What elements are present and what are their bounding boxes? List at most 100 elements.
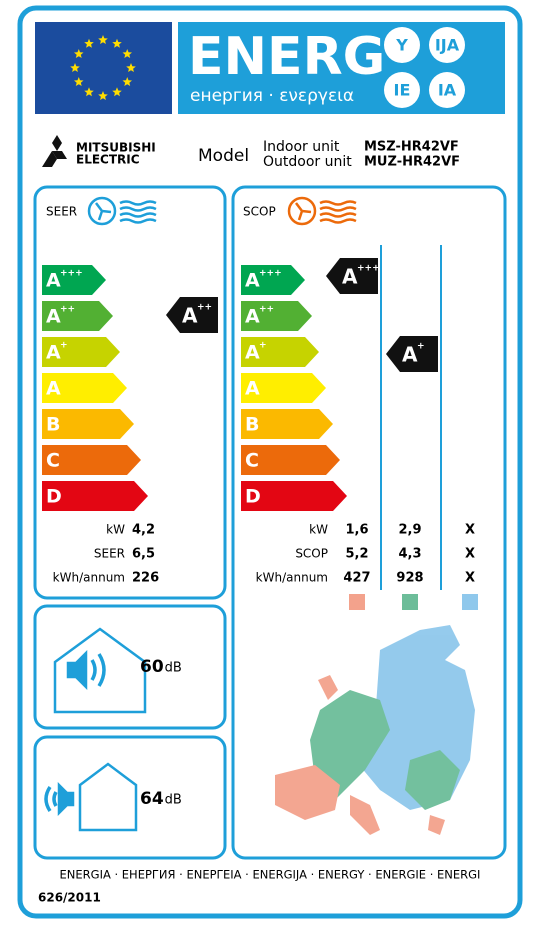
noise-value: 60 <box>140 657 164 677</box>
rating-letter: A <box>342 265 358 289</box>
lang-badge-text: IJA <box>435 36 460 55</box>
row-value: 928 <box>396 571 423 586</box>
star <box>98 91 108 100</box>
heating-label: SCOP <box>243 205 276 219</box>
class-sup: +++ <box>60 269 83 279</box>
lang-badge <box>429 27 465 63</box>
row-label: kWh/annum <box>53 571 125 585</box>
class-letter: B <box>245 414 259 436</box>
star <box>122 77 132 86</box>
cooling-fan-icon <box>87 196 157 226</box>
zone-swatch <box>349 594 365 610</box>
class-letter: A <box>245 306 260 328</box>
row-value: 1,6 <box>345 523 368 538</box>
class-letter: A <box>245 270 260 292</box>
rating-letter: A <box>402 343 418 367</box>
row-label: kW <box>106 523 125 537</box>
row-value: 427 <box>343 571 370 586</box>
row-value: 2,9 <box>398 523 421 538</box>
indoor-label: Indoor unit <box>263 139 340 155</box>
noise-value: 64 <box>140 789 164 809</box>
star <box>84 38 94 48</box>
lang-badge <box>384 72 420 108</box>
eu-flag <box>35 22 172 114</box>
noise-unit: dB <box>165 661 182 676</box>
row-value: 6,5 <box>132 547 155 562</box>
class-arrow <box>42 409 134 439</box>
indoor-model: MSZ-HR42VF <box>364 140 459 155</box>
noise-unit: dB <box>165 793 182 808</box>
class-arrow <box>241 481 347 511</box>
star <box>74 49 84 58</box>
star <box>70 63 80 72</box>
indoor-noise-panel <box>33 604 227 730</box>
lang-badge-text: Y <box>395 36 408 55</box>
class-letter: C <box>46 450 60 472</box>
class-arrow <box>241 265 305 295</box>
row-label: SEER <box>94 547 125 561</box>
star <box>112 38 122 48</box>
row-label: kW <box>309 523 328 537</box>
row-value: 4,3 <box>398 547 421 562</box>
class-arrow <box>241 337 319 367</box>
row-value: X <box>465 571 475 586</box>
row-value: 5,2 <box>345 547 368 562</box>
class-arrow <box>241 373 326 403</box>
star <box>126 63 136 72</box>
star <box>122 49 132 58</box>
class-arrow <box>42 481 148 511</box>
star <box>112 87 122 97</box>
row-value: 226 <box>132 571 159 586</box>
cooling-label: SEER <box>46 205 77 219</box>
class-arrow <box>42 265 106 295</box>
star <box>74 77 84 86</box>
energy-subtitle: енергия · ενεργεια <box>190 86 354 106</box>
model-label: Model <box>198 146 249 166</box>
class-letter: B <box>46 414 60 436</box>
class-arrow <box>42 373 127 403</box>
class-arrow <box>42 337 120 367</box>
class-arrow <box>42 301 113 331</box>
heating-fan-icon <box>287 196 357 226</box>
brand-line: MITSUBISHI <box>76 141 156 155</box>
regulation: 626/2011 <box>38 891 101 905</box>
class-letter: D <box>46 486 62 508</box>
mitsubishi-logo <box>42 135 67 167</box>
class-letter: D <box>245 486 261 508</box>
indoor-noise-icon <box>53 627 147 714</box>
class-arrow <box>241 301 312 331</box>
star <box>84 87 94 97</box>
class-letter: A <box>46 270 61 292</box>
rating-arrow <box>386 336 438 372</box>
lang-badge-text: IE <box>394 81 411 100</box>
row-value: X <box>465 523 475 538</box>
outdoor-noise-panel <box>33 735 227 860</box>
lang-badge <box>429 72 465 108</box>
class-letter: A <box>46 378 61 400</box>
rating-letter: A <box>182 304 198 328</box>
class-sup: +++ <box>259 269 282 279</box>
outdoor-model: MUZ-HR42VF <box>364 155 460 170</box>
class-sup: + <box>60 341 68 351</box>
row-value: 4,2 <box>132 523 155 538</box>
eu-stars <box>70 35 136 100</box>
outdoor-label: Outdoor unit <box>263 154 352 170</box>
class-sup: + <box>259 341 267 351</box>
brand-line: ELECTRIC <box>76 153 140 167</box>
class-letter: A <box>46 306 61 328</box>
lang-badge-text: IA <box>438 81 457 100</box>
class-arrow <box>241 409 333 439</box>
europe-map <box>275 625 475 835</box>
class-sup: ++ <box>259 305 274 315</box>
class-letter: A <box>46 342 61 364</box>
class-arrow <box>42 445 141 475</box>
row-value: X <box>465 547 475 562</box>
lang-badge <box>384 27 420 63</box>
rating-sup: ++ <box>197 303 212 313</box>
class-letter: C <box>245 450 259 472</box>
zone-swatch <box>462 594 478 610</box>
footer-languages: ENERGIA · ЕНЕРГИЯ · ΕΝΕΡΓΕΙΑ · ENERGIJA … <box>60 868 481 882</box>
outdoor-noise-icon <box>44 762 138 832</box>
zone-swatch <box>402 594 418 610</box>
